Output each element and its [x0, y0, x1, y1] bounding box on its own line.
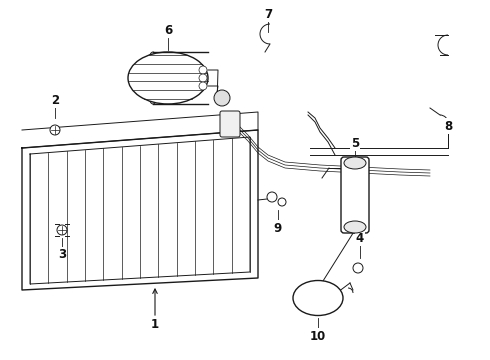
- Text: 2: 2: [51, 94, 59, 107]
- Text: 1: 1: [151, 319, 159, 332]
- FancyBboxPatch shape: [220, 111, 240, 137]
- Circle shape: [278, 198, 286, 206]
- Circle shape: [199, 82, 207, 90]
- Circle shape: [199, 74, 207, 82]
- Text: 4: 4: [356, 231, 364, 244]
- Ellipse shape: [128, 52, 208, 104]
- Ellipse shape: [344, 221, 366, 233]
- Ellipse shape: [344, 157, 366, 169]
- Text: 8: 8: [444, 120, 452, 132]
- Text: 7: 7: [264, 8, 272, 21]
- FancyBboxPatch shape: [341, 157, 369, 233]
- Circle shape: [199, 66, 207, 74]
- Text: 5: 5: [351, 136, 359, 149]
- Ellipse shape: [293, 280, 343, 315]
- Circle shape: [267, 192, 277, 202]
- Text: 9: 9: [274, 221, 282, 234]
- Circle shape: [214, 90, 230, 106]
- Circle shape: [50, 125, 60, 135]
- Circle shape: [353, 263, 363, 273]
- Circle shape: [57, 225, 67, 235]
- Ellipse shape: [146, 52, 160, 104]
- Text: 6: 6: [164, 23, 172, 36]
- Text: 3: 3: [58, 248, 66, 261]
- Text: 10: 10: [310, 329, 326, 342]
